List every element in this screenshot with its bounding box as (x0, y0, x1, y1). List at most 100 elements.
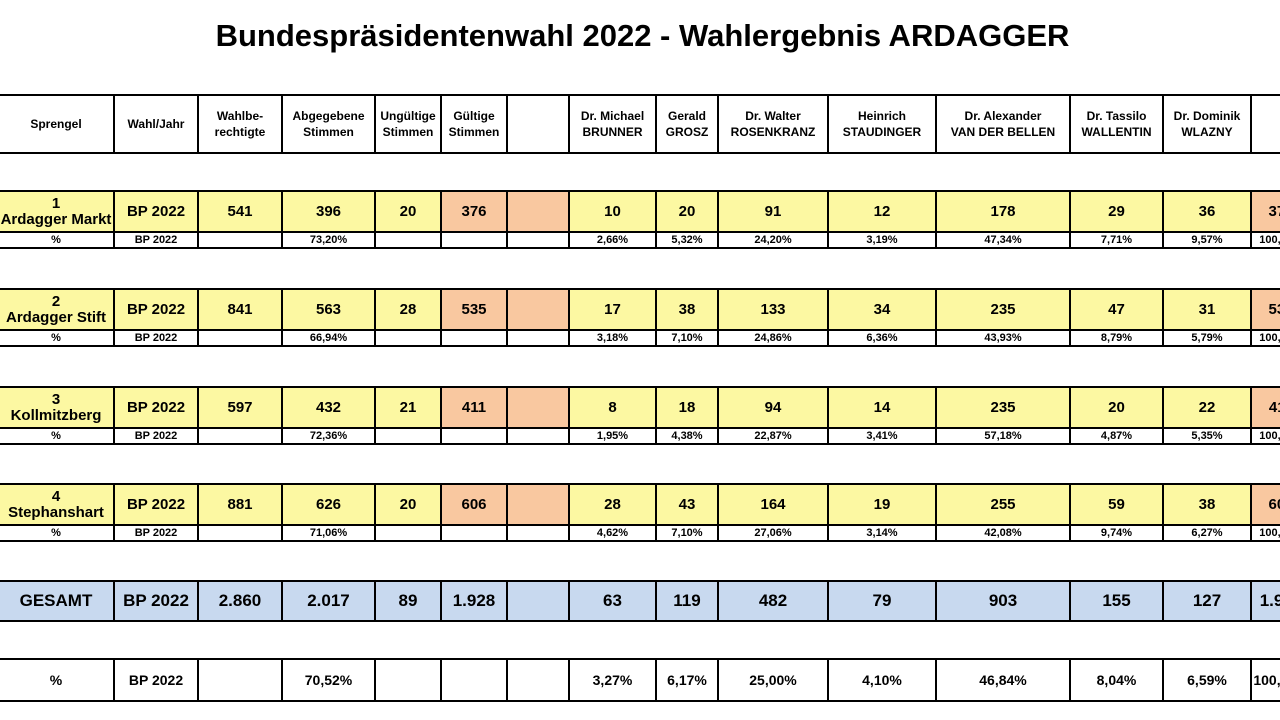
line-2: Stimmen (303, 125, 354, 139)
line-2: GROSZ (665, 125, 709, 139)
sum-value: 376 (1252, 192, 1280, 231)
empty-cell (508, 429, 570, 443)
votes-wlazny: 22 (1164, 388, 1252, 427)
percent-label: % (0, 526, 115, 540)
percent-grosz: 5,32% (657, 233, 719, 247)
total-turnout-percent: 70,52% (283, 660, 376, 700)
district-row: 4 Stephanshart BP 2022 881 626 20 606 28 43 164 19… (0, 483, 1280, 526)
percent-sum: 100,00% (1252, 429, 1280, 443)
percent-staudinger: 3,14% (829, 526, 937, 540)
line-2: BRUNNER (582, 125, 643, 139)
gueltige-value: 411 (442, 388, 508, 427)
total-percent-row: % BP 2022 70,52% 3,27% 6,17% 25,00% 4,10% 46,84… (0, 658, 1280, 702)
line-1: Heinrich (857, 109, 906, 123)
abgegebene-value: 432 (283, 388, 376, 427)
col-ungueltige-header: Ungültige Stimmen (376, 96, 442, 152)
percent-grosz: 4,38% (657, 429, 719, 443)
empty-cell (442, 429, 508, 443)
total-abgegebene: 2.017 (283, 582, 376, 620)
turnout-percent: 71,06% (283, 526, 376, 540)
percent-van-der-bellen: 47,34% (937, 233, 1071, 247)
col-rosenkranz-header: Dr. Walter ROSENKRANZ (719, 96, 829, 152)
percent-label: % (0, 429, 115, 443)
percent-grosz: 7,10% (657, 526, 719, 540)
spacer-cell (508, 290, 570, 329)
percent-sum: 100,00% (1252, 233, 1280, 247)
votes-van-der-bellen: 235 (937, 290, 1071, 329)
line-1: Dr. Dominik (1173, 109, 1241, 123)
total-votes-grosz: 119 (657, 582, 719, 620)
total-votes-brunner: 63 (570, 582, 657, 620)
empty-cell (508, 660, 570, 700)
votes-wallentin: 20 (1071, 388, 1164, 427)
empty-cell (199, 331, 283, 345)
wahlberechtigte-value: 881 (199, 485, 283, 524)
empty-cell (376, 233, 442, 247)
turnout-percent: 73,20% (283, 233, 376, 247)
wahlberechtigte-value: 541 (199, 192, 283, 231)
percent-staudinger: 3,41% (829, 429, 937, 443)
ungueltige-value: 21 (376, 388, 442, 427)
sum-value: 535 (1252, 290, 1280, 329)
votes-wallentin: 29 (1071, 192, 1164, 231)
col-wlazny-header: Dr. Dominik WLAZNY (1164, 96, 1252, 152)
empty-cell (508, 233, 570, 247)
empty-cell (199, 429, 283, 443)
line-2: Stimmen (382, 125, 434, 139)
percent-rosenkranz: 24,20% (719, 233, 829, 247)
district-name-cell: 3 Kollmitzberg (0, 388, 115, 427)
district-number: 1 (51, 194, 61, 212)
district-row: 1 Ardagger Markt BP 2022 541 396 20 376 10 20 91 1… (0, 190, 1280, 233)
col-gueltige-header: Gültige Stimmen (442, 96, 508, 152)
line-1: Dr. Walter (745, 109, 801, 123)
ungueltige-value: 20 (376, 192, 442, 231)
percent-wahl-jahr: BP 2022 (115, 429, 199, 443)
district-name-cell: 1 Ardagger Markt (0, 192, 115, 231)
empty-cell (508, 331, 570, 345)
percent-van-der-bellen: 43,93% (937, 331, 1071, 345)
turnout-percent: 66,94% (283, 331, 376, 345)
district-name-cell: 2 Ardagger Stift (0, 290, 115, 329)
percent-grosz: 7,10% (657, 331, 719, 345)
votes-grosz: 18 (657, 388, 719, 427)
total-wahlberechtigte: 2.860 (199, 582, 283, 620)
total-votes-rosenkranz: 482 (719, 582, 829, 620)
spacer-cell (508, 582, 570, 620)
percent-wahl-jahr: BP 2022 (115, 233, 199, 247)
wahl-jahr-value: BP 2022 (115, 485, 199, 524)
district-percent-row: % BP 2022 66,94% 3,18% 7,10% 24,86% 6,36% 43,93… (0, 329, 1280, 347)
empty-cell (442, 233, 508, 247)
wahl-jahr-value: BP 2022 (115, 192, 199, 231)
col-brunner-header: Dr. Michael BRUNNER (570, 96, 657, 152)
votes-brunner: 17 (570, 290, 657, 329)
percent-staudinger: 6,36% (829, 331, 937, 345)
spacer-cell (508, 388, 570, 427)
line-2: STAUDINGER (842, 125, 922, 139)
votes-staudinger: 34 (829, 290, 937, 329)
votes-staudinger: 12 (829, 192, 937, 231)
page-title: Bundespräsidentenwahl 2022 - Wahlergebni… (215, 18, 1070, 53)
votes-rosenkranz: 133 (719, 290, 829, 329)
col-grosz-header: Gerald GROSZ (657, 96, 719, 152)
district-row: 3 Kollmitzberg BP 2022 597 432 21 411 8 18 94 14 23… (0, 386, 1280, 429)
col-sprengel-header: Sprengel (0, 96, 115, 152)
col-van-der-bellen-header: Dr. Alexander VAN DER BELLEN (937, 96, 1071, 152)
line-1: Gültige (453, 109, 495, 123)
votes-wlazny: 31 (1164, 290, 1252, 329)
total-votes-wallentin: 155 (1071, 582, 1164, 620)
votes-van-der-bellen: 178 (937, 192, 1071, 231)
percent-brunner: 4,62% (570, 526, 657, 540)
wahl-jahr-value: BP 2022 (115, 388, 199, 427)
empty-cell (199, 660, 283, 700)
line-1: Ungültige (380, 109, 436, 123)
total-percent-grosz: 6,17% (657, 660, 719, 700)
abgegebene-value: 563 (283, 290, 376, 329)
total-percent-rosenkranz: 25,00% (719, 660, 829, 700)
percent-wallentin: 4,87% (1071, 429, 1164, 443)
percent-wallentin: 9,74% (1071, 526, 1164, 540)
empty-cell (376, 526, 442, 540)
line-2: VAN DER BELLEN (950, 125, 1056, 139)
total-percent-wallentin: 8,04% (1071, 660, 1164, 700)
wahlberechtigte-value: 597 (199, 388, 283, 427)
